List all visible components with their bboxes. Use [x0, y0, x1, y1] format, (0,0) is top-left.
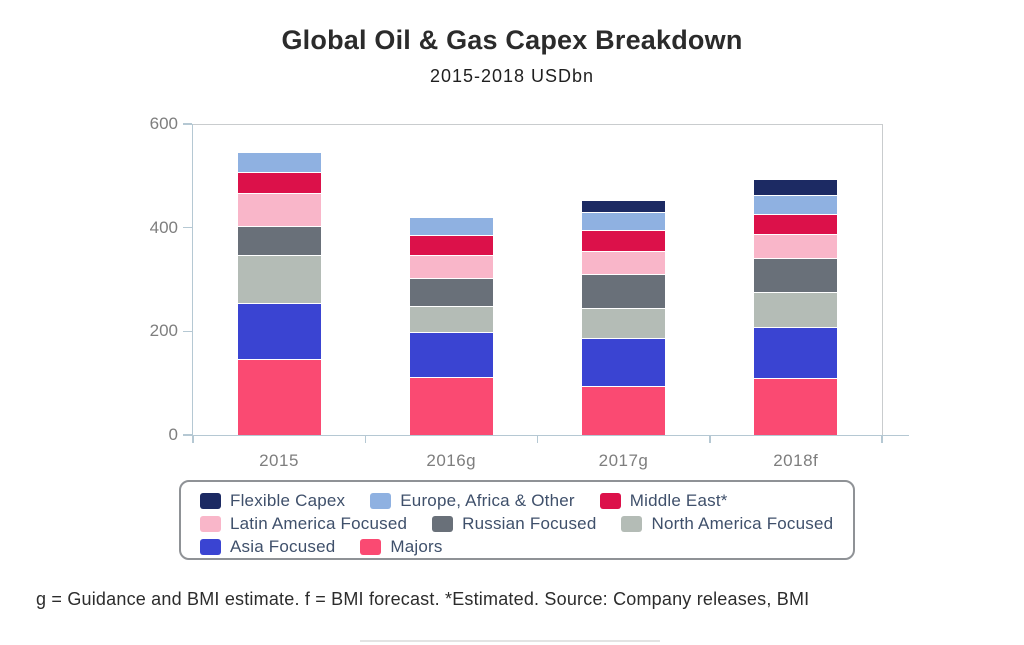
bar-segment-latin-america-focused [582, 252, 666, 276]
y-tick-200 [183, 330, 192, 333]
bar-segment-middle-east [754, 214, 838, 236]
bar-segment-middle-east [409, 235, 493, 256]
legend-item-majors: Majors [360, 537, 442, 557]
legend-swatch-europe-africa-other [370, 492, 392, 509]
x-tick-0 [192, 435, 194, 443]
bar-segment-russian-focused [582, 275, 666, 309]
bottom-divider [360, 640, 660, 642]
x-axis-label-2016g: 2016g [426, 451, 477, 470]
legend-item-latin-america-focused: Latin America Focused [200, 514, 407, 534]
legend-label-europe-africa-other: Europe, Africa & Other [400, 490, 575, 510]
page-subtitle: 2015-2018 USDbn [429, 66, 595, 86]
legend-item-asia-focused: Asia Focused [200, 537, 335, 557]
y-tick-600 [183, 123, 192, 125]
bar-segment-majors [754, 379, 838, 435]
bar-segment-russian-focused [409, 278, 493, 308]
bar-segment-latin-america-focused [409, 255, 493, 279]
bar-segment-europe-africa-other [237, 153, 321, 174]
legend-swatch-north-america-focused [621, 515, 643, 532]
bar-segment-majors [582, 386, 666, 435]
x-tick-2 [536, 435, 539, 443]
x-axis-line [191, 434, 909, 436]
bar-segment-middle-east [582, 230, 666, 252]
legend-item-flexible-capex: Flexible Capex [200, 491, 345, 511]
bar-segment-north-america-focused [409, 307, 493, 334]
bar-2017g [582, 200, 666, 435]
bar-segment-asia-focused [409, 333, 493, 378]
legend-swatch-majors [360, 538, 382, 555]
legend-row-3: Asia Focused Majors [200, 535, 853, 558]
bar-2016g [409, 218, 493, 435]
bar-segment-europe-africa-other [754, 196, 838, 215]
legend-swatch-russian-focused [432, 515, 454, 532]
x-tick-3 [709, 435, 711, 443]
y-axis-label-200: 200 [149, 321, 178, 341]
bar-segment-latin-america-focused [754, 235, 838, 259]
legend-row-2: Latin America Focused Russian Focused Nort… [200, 512, 853, 535]
legend-label-middle-east: Middle East* [629, 490, 728, 510]
y-axis-label-400: 400 [149, 217, 178, 237]
legend-item-europe-africa-other: Europe, Africa & Other [370, 490, 575, 511]
x-tick-4 [881, 435, 883, 443]
legend-row-1: Flexible Capex Europe, Africa & Other Midd… [200, 489, 853, 512]
bar-segment-russian-focused [754, 258, 838, 293]
bar-segment-north-america-focused [754, 292, 838, 328]
legend-label-russian-focused: Russian Focused [462, 513, 597, 533]
bar-segment-europe-africa-other [409, 218, 493, 236]
bar-segment-asia-focused [582, 338, 666, 387]
y-tick-400 [183, 226, 192, 229]
bar-segment-flexible-capex [754, 179, 838, 197]
bar-2018f [754, 179, 838, 435]
x-axis-label-2017g: 2017g [598, 451, 649, 470]
bar-segment-asia-focused [754, 327, 838, 380]
legend-label-asia-focused: Asia Focused [230, 536, 336, 556]
legend-swatch-asia-focused [200, 538, 221, 555]
legend-swatch-flexible-capex [200, 492, 221, 509]
x-tick-1 [364, 435, 366, 443]
legend-swatch-latin-america-focused [200, 515, 221, 532]
x-axis-label-2018f: 2018f [773, 451, 819, 470]
bar-segment-majors [409, 377, 493, 435]
bar-segment-asia-focused [237, 303, 321, 361]
bar-2015 [237, 153, 321, 435]
footnote: g = Guidance and BMI estimate. f = BMI f… [36, 589, 810, 609]
legend-swatch-middle-east [599, 492, 621, 509]
legend-label-north-america-focused: North America Focused [651, 513, 834, 533]
legend-box: Flexible Capex Europe, Africa & Other Midd… [179, 480, 855, 560]
y-axis-line [191, 124, 193, 436]
bar-segment-latin-america-focused [237, 193, 321, 228]
legend-item-russian-focused: Russian Focused [432, 514, 596, 534]
bar-segment-russian-focused [237, 227, 321, 256]
bar-segment-flexible-capex [582, 200, 666, 214]
y-axis-label-0: 0 [168, 425, 178, 444]
y-tick-0 [183, 434, 192, 436]
plot-border [193, 124, 883, 436]
x-axis-label-2015: 2015 [259, 451, 299, 470]
bar-segment-europe-africa-other [582, 213, 666, 231]
bar-segment-north-america-focused [237, 255, 321, 304]
bar-segment-middle-east [237, 173, 321, 194]
bar-segment-north-america-focused [582, 309, 666, 339]
legend-item-middle-east: Middle East* [599, 490, 728, 511]
y-axis-label-600: 600 [149, 114, 178, 133]
bar-segment-majors [237, 360, 321, 435]
legend-label-majors: Majors [390, 536, 443, 556]
legend-label-latin-america-focused: Latin America Focused [230, 513, 408, 533]
legend-item-north-america-focused: North America Focused [621, 514, 833, 534]
page-title: Global Oil & Gas Capex Breakdown [281, 25, 743, 55]
legend-label-flexible-capex: Flexible Capex [230, 490, 346, 510]
